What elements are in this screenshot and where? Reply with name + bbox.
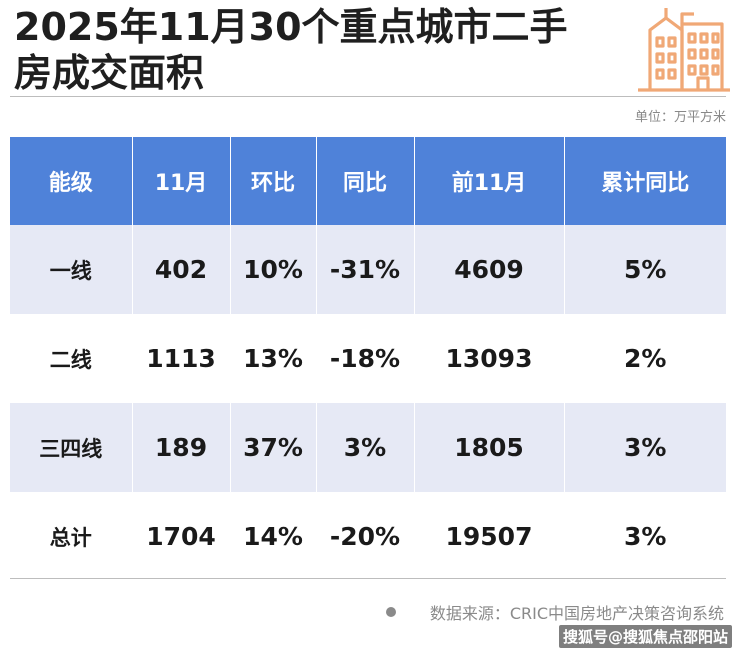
table-cell: -31% (316, 225, 415, 314)
table-row: 总计 1704 14% -20% 19507 3% (10, 492, 726, 581)
bullet-icon (385, 607, 396, 617)
page-title: 2025年11月30个重点城市二手房成交面积 (14, 5, 568, 95)
table-cell: 1113 (132, 314, 231, 403)
table-cell: 二线 (10, 314, 133, 403)
city-buildings-icon (638, 8, 730, 92)
header-cell: 累计同比 (564, 137, 726, 225)
header-cell: 能级 (10, 137, 133, 225)
header-cell: 前11月 (414, 137, 565, 225)
table-cell: 10% (230, 225, 317, 314)
unit-label: 单位：万平方米 (634, 110, 726, 125)
table-cell: -20% (316, 492, 415, 581)
table-cell: -18% (316, 314, 415, 403)
table-cell: 1805 (414, 403, 565, 492)
source-text: 数据来源：CRIC中国房地产决策咨询系统 (429, 604, 724, 623)
table-cell: 19507 (414, 492, 565, 581)
table-row: 二线 1113 13% -18% 13093 2% (10, 314, 726, 403)
table-cell: 37% (230, 403, 317, 492)
footer-divider (10, 578, 726, 579)
watermark-label: 搜狐号@搜狐焦点邵阳站 (558, 625, 732, 648)
table-cell: 1704 (132, 492, 231, 581)
table-cell: 3% (316, 403, 415, 492)
data-table: 能级 11月 环比 同比 前11月 累计同比 一线 402 10% -31% 4… (10, 137, 726, 581)
table-row: 一线 402 10% -31% 4609 5% (10, 225, 726, 314)
table-cell: 一线 (10, 225, 133, 314)
table-cell: 14% (230, 492, 317, 581)
table-cell: 总计 (10, 492, 133, 581)
header-cell: 11月 (132, 137, 231, 225)
table-cell: 13093 (414, 314, 565, 403)
table-cell: 2% (564, 314, 726, 403)
source-note: 数据来源：CRIC中国房地产决策咨询系统 (385, 600, 724, 624)
table-cell: 5% (564, 225, 726, 314)
table-cell: 3% (564, 492, 726, 581)
table-cell: 13% (230, 314, 317, 403)
header-cell: 环比 (230, 137, 317, 225)
header-cell: 同比 (316, 137, 415, 225)
table-row: 三四线 189 37% 3% 1805 3% (10, 403, 726, 492)
table-cell: 4609 (414, 225, 565, 314)
table-cell: 3% (564, 403, 726, 492)
table-cell: 402 (132, 225, 231, 314)
table-cell: 三四线 (10, 403, 133, 492)
table-cell: 189 (132, 403, 231, 492)
table-header-row: 能级 11月 环比 同比 前11月 累计同比 (10, 137, 726, 225)
header-divider (10, 96, 726, 97)
